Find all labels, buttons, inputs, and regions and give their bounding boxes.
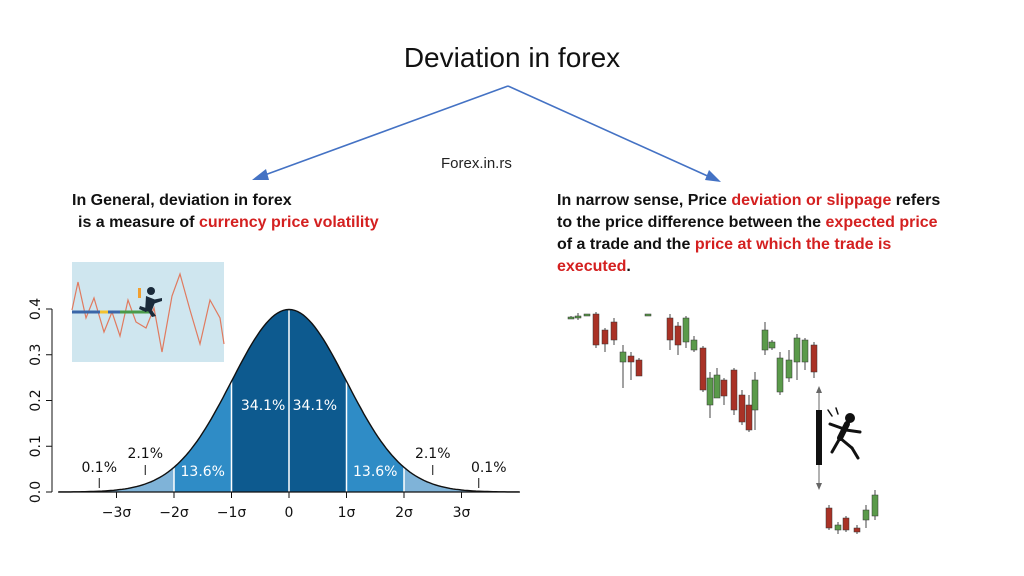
y-tick-label: 0.3	[28, 344, 44, 366]
candle-body	[699, 347, 707, 391]
candle-body	[706, 377, 714, 406]
candle-body	[810, 344, 818, 373]
right-arrow-line	[507, 85, 713, 179]
gap-arrow-top	[816, 386, 822, 393]
candle-body	[682, 317, 690, 343]
candlestick-illustration	[567, 312, 879, 534]
branch-arrows	[252, 85, 721, 182]
candle-body	[751, 379, 759, 411]
x-tick-label: −2σ	[159, 505, 189, 521]
candle-body	[825, 507, 833, 529]
candle-body	[862, 509, 870, 521]
x-tick-label: 0	[285, 505, 294, 521]
slippage-highlight: deviation or slippage	[731, 192, 892, 209]
narrow-text-4: .	[626, 258, 631, 275]
band-area	[116, 467, 174, 492]
falling-person-icon	[827, 407, 862, 460]
candle-body	[761, 329, 769, 351]
x-tick-label: −1σ	[217, 505, 247, 521]
candle-body	[801, 339, 809, 363]
runner-icon	[138, 287, 162, 317]
y-tick-label: 0.4	[28, 298, 44, 320]
narrow-definition: In narrow sense, Price deviation or slip…	[557, 190, 957, 278]
candle-body	[871, 494, 879, 517]
candle-body	[785, 359, 793, 379]
narrow-text-3: of a trade and the	[557, 236, 691, 253]
pct-label-mid: 13.6%	[181, 464, 225, 480]
candle-body	[713, 374, 721, 399]
band-area	[404, 467, 462, 492]
pct-label-outer: 2.1%	[415, 446, 451, 462]
expected-price-highlight: expected price	[825, 214, 938, 231]
candle-body	[720, 379, 728, 397]
candle-body	[793, 337, 801, 363]
pct-label-inner: 34.1%	[241, 398, 285, 414]
x-tick-label: 2σ	[395, 505, 413, 521]
volatility-highlight: currency price volatility	[198, 214, 379, 231]
y-tick-label: 0.1	[28, 435, 44, 457]
candle-body	[610, 321, 618, 341]
general-definition-line2: is a measure of currency price volatilit…	[72, 212, 492, 234]
pct-label-tail: 0.1%	[81, 460, 117, 476]
general-definition-line1: In General, deviation in forex	[72, 192, 292, 209]
pct-label-mid: 13.6%	[353, 464, 397, 480]
candle-body	[583, 313, 591, 317]
general-definition-prefix: is a measure of	[78, 214, 195, 231]
candle-body	[574, 315, 582, 319]
candle-body	[644, 313, 652, 317]
pct-label-outer: 2.1%	[127, 446, 163, 462]
candle-body	[776, 357, 784, 393]
candle-body	[745, 404, 753, 431]
candle-body	[768, 341, 776, 349]
general-definition: In General, deviation in forex is a meas…	[72, 190, 492, 234]
candle-body	[567, 316, 575, 320]
candle-body	[842, 517, 850, 531]
volatility-inset	[71, 262, 225, 362]
gap-arrow-bottom	[816, 483, 822, 490]
slippage-gap	[816, 386, 822, 490]
bell-curve-chart: 0.0 0.1 0.2 0.3 0.4 −3σ −2σ −1σ 0 1σ 2σ 3σ 2.1% 13.6%…	[28, 298, 520, 521]
candle-body	[690, 339, 698, 351]
candle-body	[738, 394, 746, 423]
left-arrow-line	[261, 85, 509, 177]
candle-body	[601, 329, 609, 345]
candle-body	[627, 355, 635, 363]
candle-body	[730, 369, 738, 411]
normal-curve	[59, 308, 519, 493]
x-tick-label: −3σ	[102, 505, 132, 521]
right-arrow-head	[705, 170, 721, 182]
x-tick-label: 3σ	[453, 505, 471, 521]
y-tick-label: 0.2	[28, 389, 44, 411]
pct-label-inner: 34.1%	[293, 398, 337, 414]
candle-body	[666, 317, 674, 341]
gap-candle	[816, 410, 822, 465]
candle-body	[834, 524, 842, 531]
left-arrow-head	[252, 169, 269, 180]
source-label: Forex.in.rs	[441, 155, 512, 172]
page-title: Deviation in forex	[403, 42, 621, 73]
executed-price-highlight: price at which the trade is executed	[557, 236, 892, 275]
candle-body	[635, 359, 643, 377]
x-tick-label: 1σ	[338, 505, 356, 521]
y-tick-label: 0.0	[28, 481, 44, 503]
candle-body	[853, 527, 861, 533]
candle-body	[592, 313, 600, 346]
narrow-text-2: refers to the price difference between t…	[557, 192, 941, 231]
narrow-text-1: In narrow sense, Price	[557, 192, 727, 209]
candle-body	[674, 325, 682, 346]
pct-label-tail: 0.1%	[471, 460, 507, 476]
candle-body	[619, 351, 627, 363]
volatility-sparkline	[71, 272, 225, 353]
